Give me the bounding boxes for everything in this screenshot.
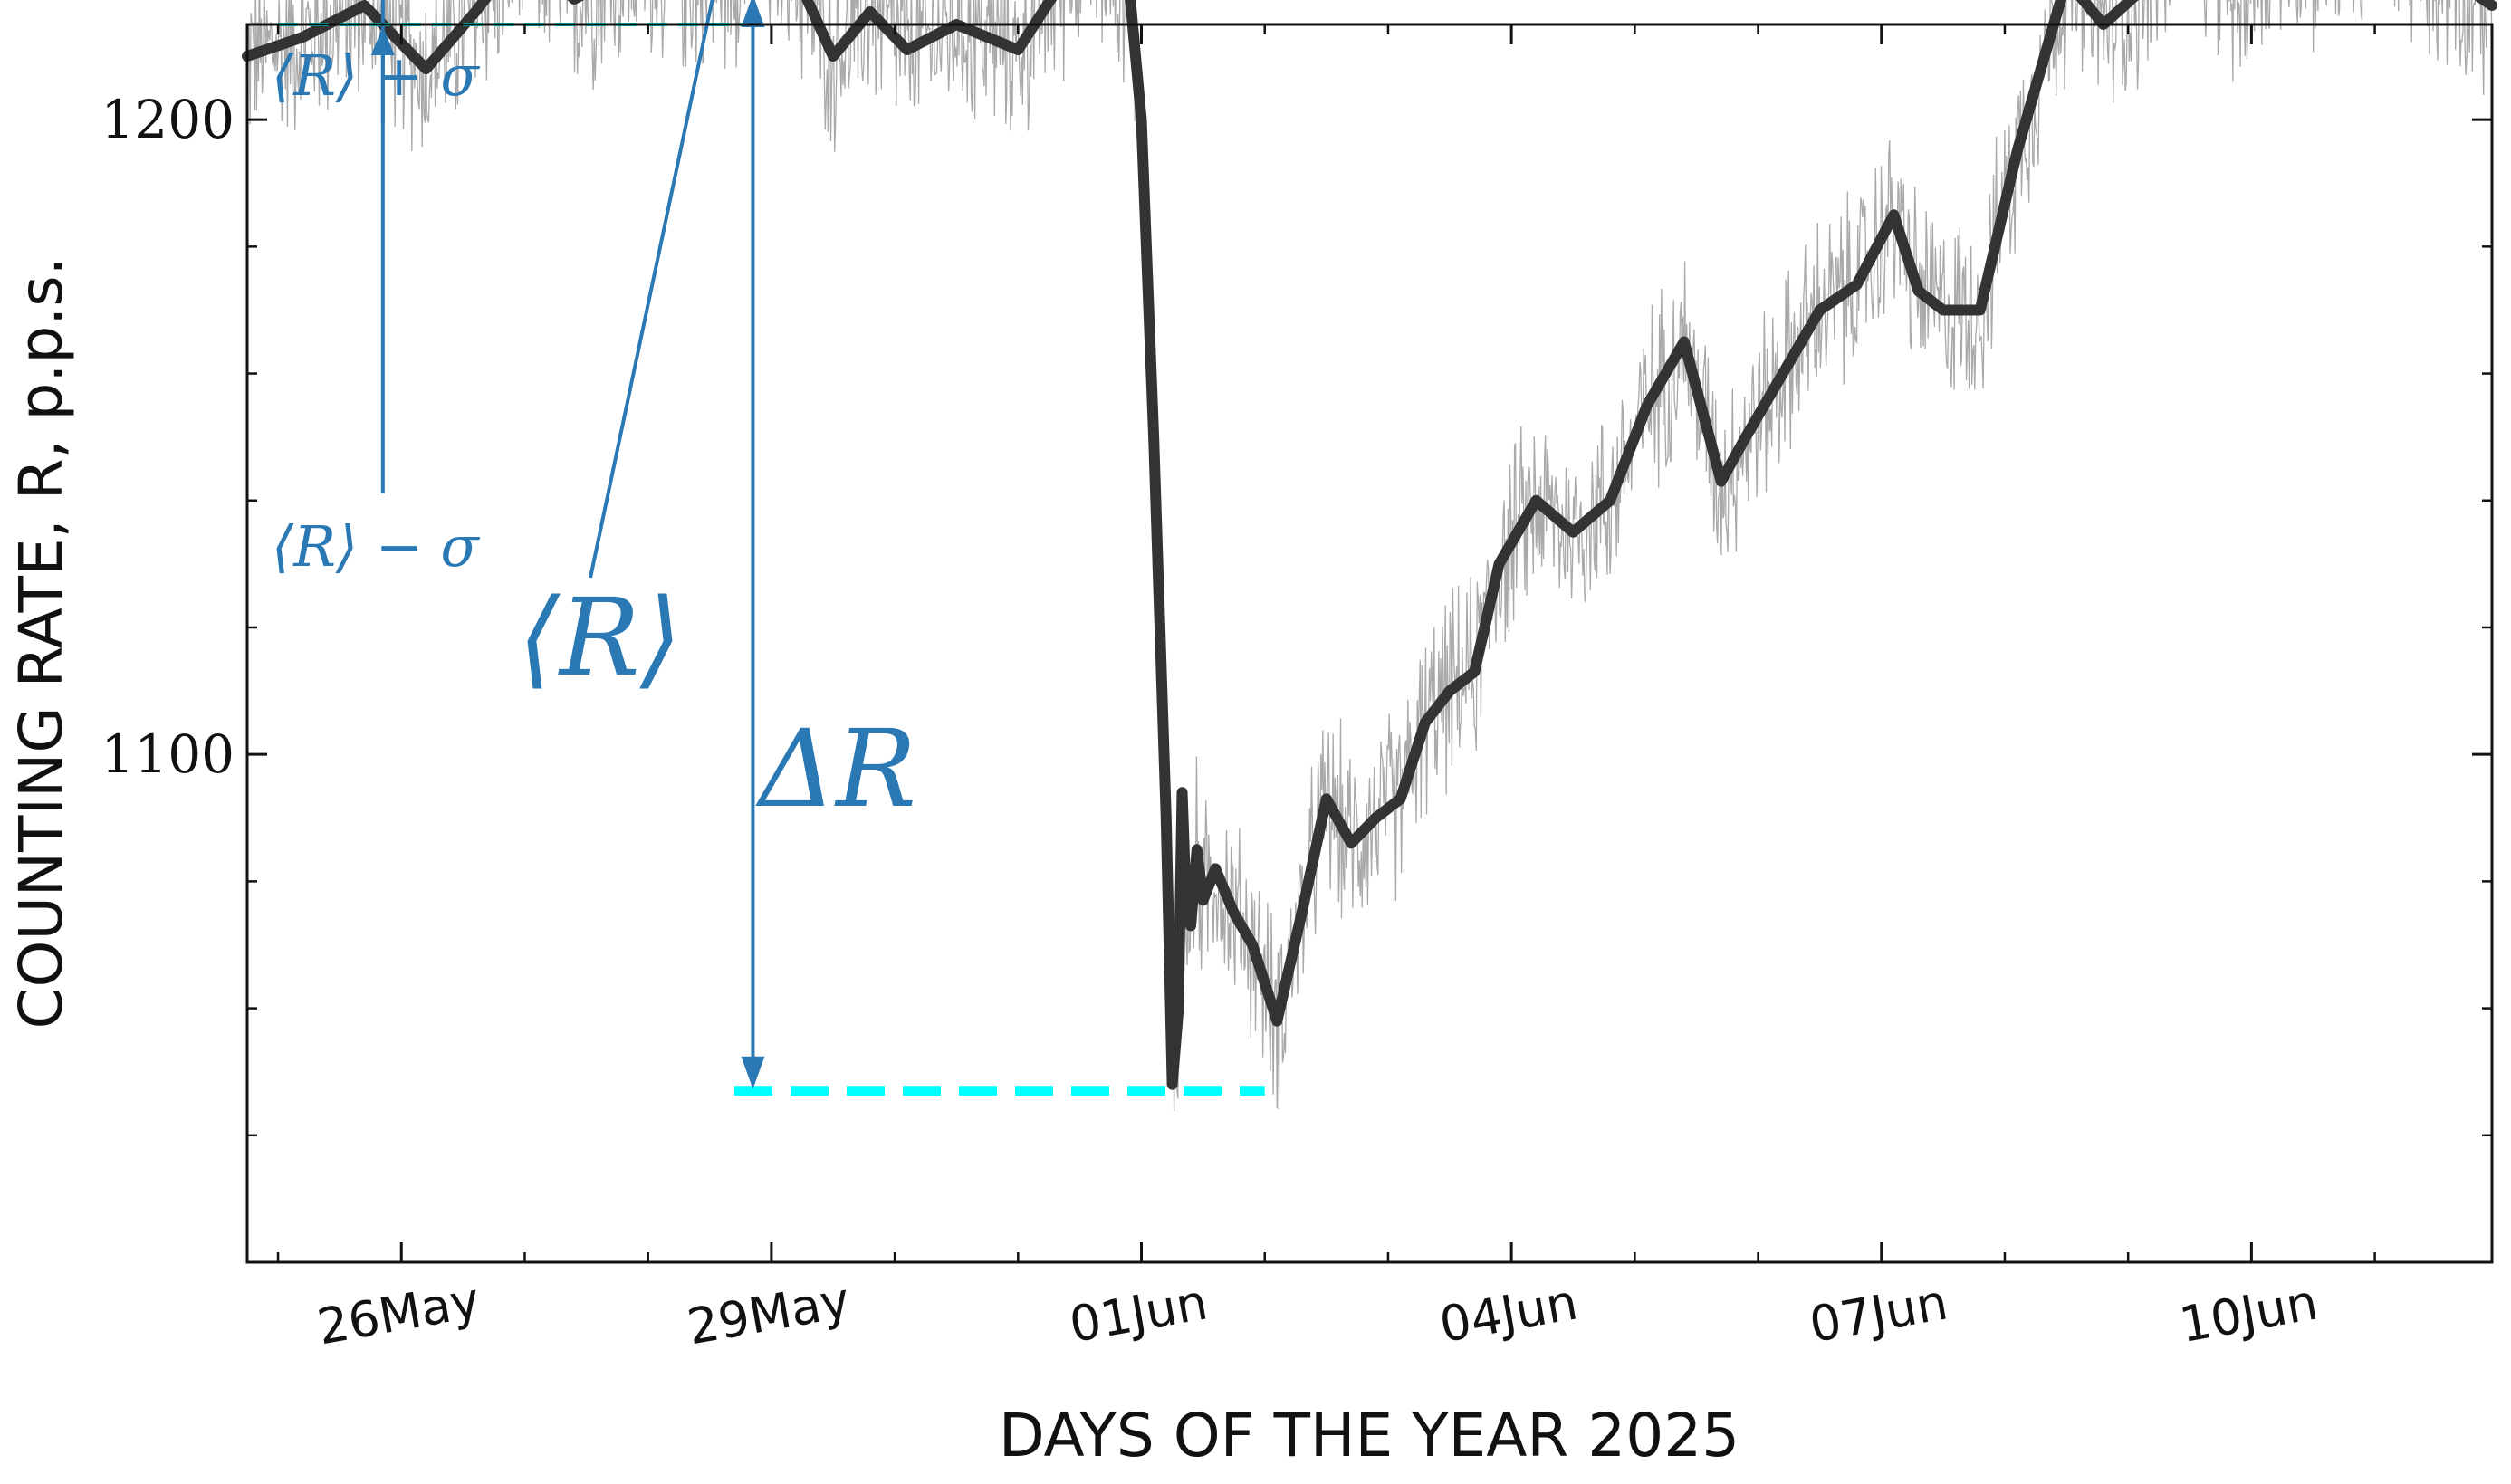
smoothed-series [242,0,2497,1090]
annotation-delta-r: ΔR [755,706,916,831]
sigma-minus-arrow-head [370,26,395,55]
y-tick-label: 1100 [101,723,235,785]
annotations [370,0,765,1089]
x-tick-label: 29May [683,1271,854,1355]
annotation-r-mean: ⟨R⟩ [518,575,682,700]
delta-r-arrow-head-top [741,0,765,27]
raw-series-line [246,0,2493,1112]
plot-frame [245,23,2494,1264]
smoothed-series-line [242,0,2497,1090]
annotation-r-minus-sigma: ⟨R⟩ − σ [272,513,480,579]
plot-area [242,0,2497,1112]
x-tick-label: 04Jun [1435,1273,1582,1354]
axis-ticks: 26May 29May 01Jun 04Jun 07Jun 10Jun 1100 1200 [101,24,2492,1355]
y-axis-title: COUNTING RATE, R, p.p.s. [6,256,76,1029]
y-tick-label: 1200 [101,89,235,150]
mean-leader-line [589,0,714,579]
x-tick-label: 26May [313,1271,484,1355]
x-tick-label: 10Jun [2175,1273,2322,1354]
x-axis-title: DAYS OF THE YEAR 2025 [999,1401,1739,1470]
x-tick-label: 07Jun [1806,1273,1952,1354]
x-tick-label: 01Jun [1065,1273,1212,1354]
raw-series [246,0,2493,1112]
annotation-r-plus-sigma: ⟨R⟩ + σ [272,43,480,109]
delta-r-arrow-head-bottom [741,1056,765,1089]
